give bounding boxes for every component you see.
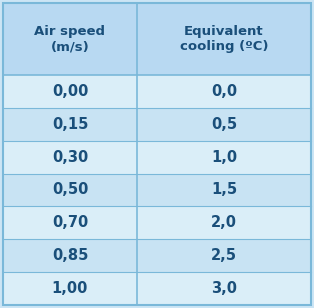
Bar [3,3,311,75]
Text: 0,15: 0,15 [52,117,88,132]
Text: 1,00: 1,00 [52,281,88,296]
Text: 0,0: 0,0 [211,84,237,99]
Text: 0,70: 0,70 [52,215,88,230]
Text: 0,5: 0,5 [211,117,237,132]
Text: 2,0: 2,0 [211,215,237,230]
Bar [3,108,311,141]
Text: 0,30: 0,30 [52,150,88,165]
Bar [3,174,311,206]
Text: Air speed
(m/s): Air speed (m/s) [35,25,106,53]
Bar [3,141,311,174]
Text: 1,5: 1,5 [211,183,237,197]
Bar [3,272,311,305]
Text: 3,0: 3,0 [211,281,237,296]
Text: 1,0: 1,0 [211,150,237,165]
Text: 0,50: 0,50 [52,183,88,197]
Text: 0,85: 0,85 [52,248,88,263]
Bar [3,75,311,108]
Bar [3,239,311,272]
Text: Equivalent
cooling (ºC): Equivalent cooling (ºC) [180,25,268,53]
Bar [3,206,311,239]
Text: 2,5: 2,5 [211,248,237,263]
Text: 0,00: 0,00 [52,84,88,99]
